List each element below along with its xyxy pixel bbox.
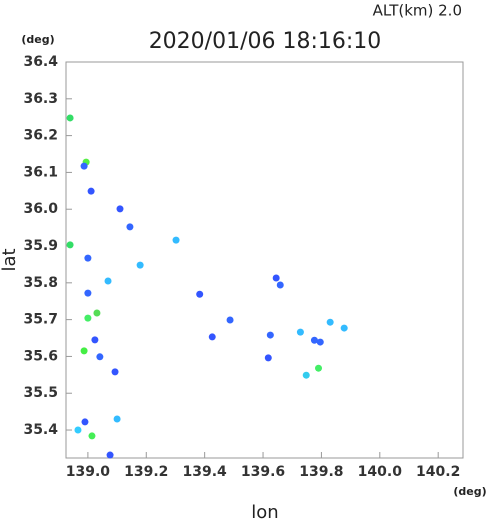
echo-point <box>84 289 92 297</box>
echo-point <box>264 354 272 362</box>
echo-point <box>84 254 92 262</box>
echo-point <box>66 114 74 122</box>
x-tick-label: 139.4 <box>183 464 228 480</box>
y-tick-label: 35.4 <box>23 422 58 438</box>
echo-point <box>126 223 134 231</box>
x-axis-label: lon <box>251 502 278 521</box>
y-tick-label: 36.4 <box>23 54 58 70</box>
y-tick-label: 36.1 <box>23 164 58 180</box>
echo-point <box>81 418 89 426</box>
x-unit: (deg) <box>453 485 486 498</box>
echo-point <box>315 364 323 372</box>
echo-point <box>302 371 310 379</box>
echo-point <box>91 336 99 344</box>
altitude-label: ALT(km) 2.0 <box>373 2 462 20</box>
x-tick-label: 139.2 <box>124 464 168 480</box>
x-tick-label: 140.2 <box>416 464 460 480</box>
echo-point <box>136 261 144 269</box>
echo-point <box>116 205 124 213</box>
echo-point <box>87 187 95 195</box>
y-tick-label: 35.6 <box>23 348 58 364</box>
x-tick-label: 139.0 <box>66 464 111 480</box>
y-tick-label: 35.9 <box>23 238 58 254</box>
y-axis-label: lat <box>0 248 20 271</box>
echo-point <box>272 274 280 282</box>
echo-point <box>208 333 216 341</box>
echo-point <box>104 277 112 285</box>
chart-title: 2020/01/06 18:16:10 <box>149 29 382 54</box>
y-tick-label: 36.3 <box>23 91 58 107</box>
echo-point <box>266 331 274 339</box>
echo-point <box>88 432 96 440</box>
echo-point <box>106 451 114 459</box>
echo-point <box>310 336 318 344</box>
echo-point <box>316 338 324 346</box>
echo-point <box>113 415 121 423</box>
x-tick-label: 139.6 <box>241 464 285 480</box>
echo-point <box>96 353 104 361</box>
y-unit: (deg) <box>21 33 54 46</box>
y-tick-label: 35.5 <box>23 385 58 401</box>
x-tick-label: 139.8 <box>299 464 343 480</box>
echo-point <box>340 324 348 332</box>
echo-point <box>84 314 92 322</box>
echo-point <box>296 328 304 336</box>
y-tick-label: 35.8 <box>23 275 58 291</box>
x-tick-label: 140.0 <box>358 464 403 480</box>
echo-point <box>80 347 88 355</box>
y-tick-label: 36.0 <box>23 201 58 217</box>
echo-point <box>80 162 88 170</box>
echo-point <box>226 316 234 324</box>
echo-point <box>276 281 284 289</box>
plot-frame <box>65 61 464 459</box>
echo-point <box>93 309 101 317</box>
y-tick-label: 36.2 <box>23 128 58 144</box>
echo-point <box>196 290 204 298</box>
echo-point <box>66 241 74 249</box>
echo-point <box>326 318 334 326</box>
echo-point <box>111 368 119 376</box>
echo-point <box>74 426 82 434</box>
y-tick-label: 35.7 <box>23 312 58 328</box>
echo-point <box>172 236 180 244</box>
